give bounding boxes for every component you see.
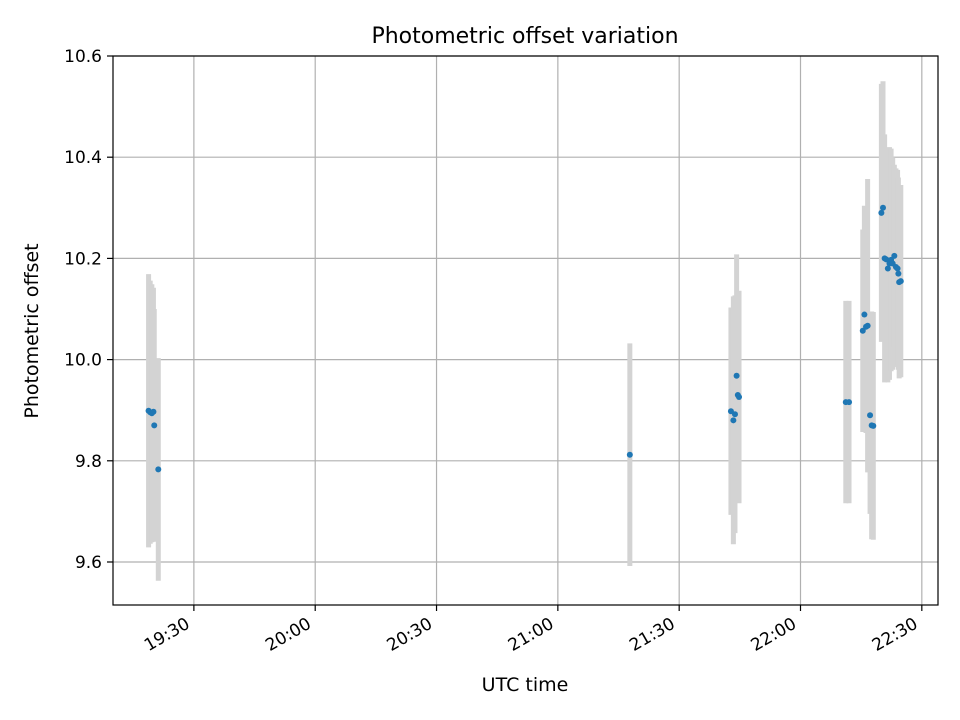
data-point	[155, 466, 162, 473]
data-point	[891, 252, 898, 259]
data-point	[883, 256, 890, 263]
y-tick-label: 9.6	[75, 553, 102, 573]
x-axis-label: UTC time	[482, 674, 569, 696]
data-point	[897, 278, 904, 285]
data-point	[733, 372, 740, 379]
data-point	[870, 422, 877, 429]
y-tick-label: 10.4	[64, 148, 102, 168]
y-tick-label: 10.6	[64, 47, 102, 67]
data-point	[730, 417, 737, 424]
data-point	[861, 311, 868, 318]
chart-title: Photometric offset variation	[371, 24, 678, 49]
plot-area	[113, 56, 938, 605]
data-point	[151, 422, 158, 429]
y-axis-ticks: 9.6 9.8 10.0 10.2 10.4 10.6	[64, 47, 113, 573]
gridlines	[113, 55, 938, 605]
plot-frame	[112, 55, 939, 606]
data-point	[731, 411, 738, 418]
data-point	[736, 394, 743, 401]
data-point	[894, 265, 901, 272]
data-point	[626, 451, 633, 458]
y-tick-label: 10.2	[64, 249, 102, 269]
data-point	[846, 399, 853, 406]
y-tick-label: 10.0	[64, 351, 102, 371]
data-point	[150, 408, 157, 415]
y-tick-label: 9.8	[75, 452, 102, 472]
data-points	[145, 204, 904, 473]
data-point	[867, 412, 874, 419]
data-point	[864, 322, 871, 329]
data-point	[878, 209, 885, 216]
data-point	[880, 204, 886, 211]
data-point	[884, 265, 891, 272]
data-point	[895, 270, 902, 277]
y-axis-label: Photometric offset	[21, 243, 43, 418]
data-point	[859, 327, 866, 334]
